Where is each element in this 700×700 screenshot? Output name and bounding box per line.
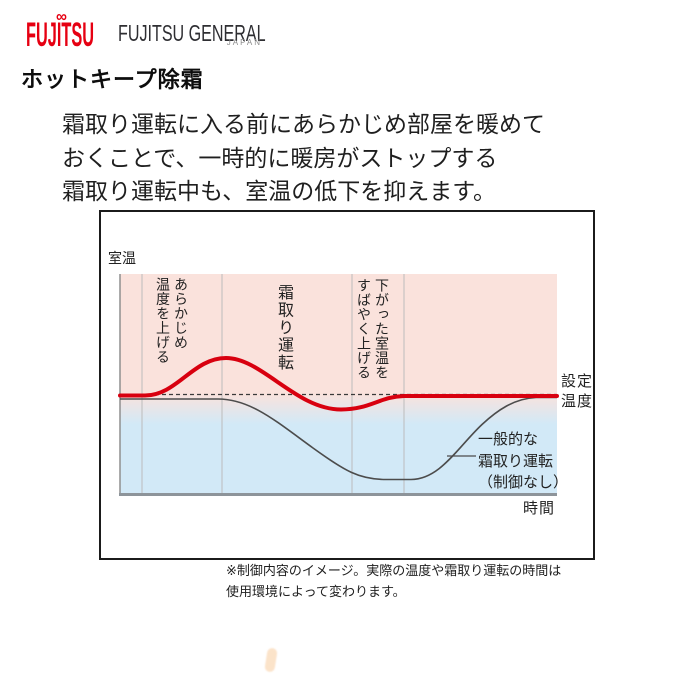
description-text: 霜取り運転に入る前にあらかじめ部屋を暖めて おくことで、一時的に暖房がストップす…	[62, 111, 545, 204]
page-title: ホットキープ除霜	[21, 67, 204, 92]
footnote-text: ※制御内容のイメージ。実際の温度や霜取り運転の時間は 使用環境によって変わります…	[226, 563, 562, 599]
phase-label-recover: 下がった室温を すばやく上げる	[356, 278, 390, 380]
y-axis-label: 室温	[108, 250, 136, 266]
x-axis-label: 時間	[523, 500, 556, 517]
company-name: FUJITSU GENERAL	[118, 20, 266, 46]
normal-defrost-curve	[120, 396, 557, 481]
phase-label-defrost: 霜取り運転	[275, 284, 292, 372]
region-label: JAPAN	[226, 38, 262, 47]
fujitsu-logo: FUJITSU	[26, 16, 95, 54]
hot-keep-curve	[118, 355, 559, 412]
infinity-icon: ∞	[56, 7, 67, 26]
temperature-chart: 室温 あらかじめ 温度を上げる 霜取り運転 下がった室温を すばやく上げる 設定…	[99, 210, 595, 560]
decorative-blob	[264, 647, 278, 673]
plot-background	[120, 274, 557, 495]
chart-canvas	[118, 274, 559, 496]
legend-normal-defrost: 一般的な 霜取り運転 （制御なし）	[478, 431, 569, 491]
setpoint-label: 設定 温度	[561, 373, 594, 410]
phase-label-preheat: あらかじめ 温度を上げる	[155, 277, 189, 364]
